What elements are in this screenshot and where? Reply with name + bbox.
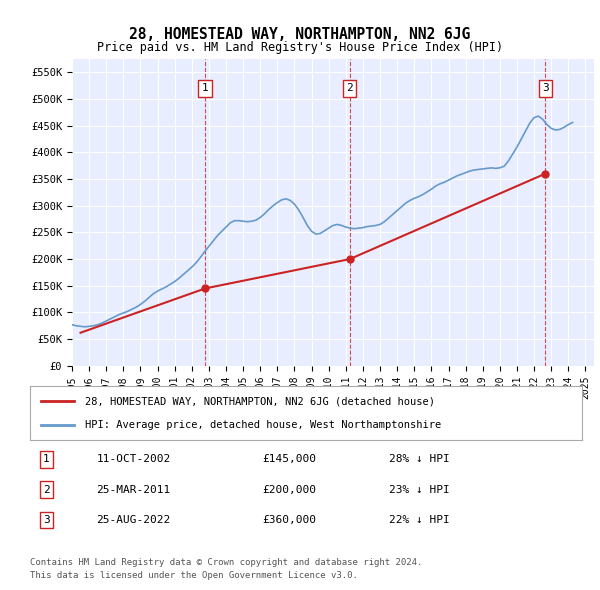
Text: 3: 3 <box>542 83 548 93</box>
Text: £145,000: £145,000 <box>262 454 316 464</box>
Text: 28, HOMESTEAD WAY, NORTHAMPTON, NN2 6JG (detached house): 28, HOMESTEAD WAY, NORTHAMPTON, NN2 6JG … <box>85 396 435 407</box>
Text: 1: 1 <box>43 454 50 464</box>
Text: 2: 2 <box>43 485 50 494</box>
Text: 11-OCT-2002: 11-OCT-2002 <box>96 454 170 464</box>
Text: Contains HM Land Registry data © Crown copyright and database right 2024.: Contains HM Land Registry data © Crown c… <box>30 558 422 566</box>
Text: 1: 1 <box>202 83 209 93</box>
Text: 23% ↓ HPI: 23% ↓ HPI <box>389 485 449 494</box>
Text: 28% ↓ HPI: 28% ↓ HPI <box>389 454 449 464</box>
Text: 3: 3 <box>43 515 50 525</box>
Text: £360,000: £360,000 <box>262 515 316 525</box>
Text: Price paid vs. HM Land Registry's House Price Index (HPI): Price paid vs. HM Land Registry's House … <box>97 41 503 54</box>
Text: 28, HOMESTEAD WAY, NORTHAMPTON, NN2 6JG: 28, HOMESTEAD WAY, NORTHAMPTON, NN2 6JG <box>130 27 470 41</box>
Text: 2: 2 <box>346 83 353 93</box>
Text: £200,000: £200,000 <box>262 485 316 494</box>
Text: HPI: Average price, detached house, West Northamptonshire: HPI: Average price, detached house, West… <box>85 419 442 430</box>
Text: This data is licensed under the Open Government Licence v3.0.: This data is licensed under the Open Gov… <box>30 571 358 580</box>
Text: 25-AUG-2022: 25-AUG-2022 <box>96 515 170 525</box>
Text: 22% ↓ HPI: 22% ↓ HPI <box>389 515 449 525</box>
Text: 25-MAR-2011: 25-MAR-2011 <box>96 485 170 494</box>
